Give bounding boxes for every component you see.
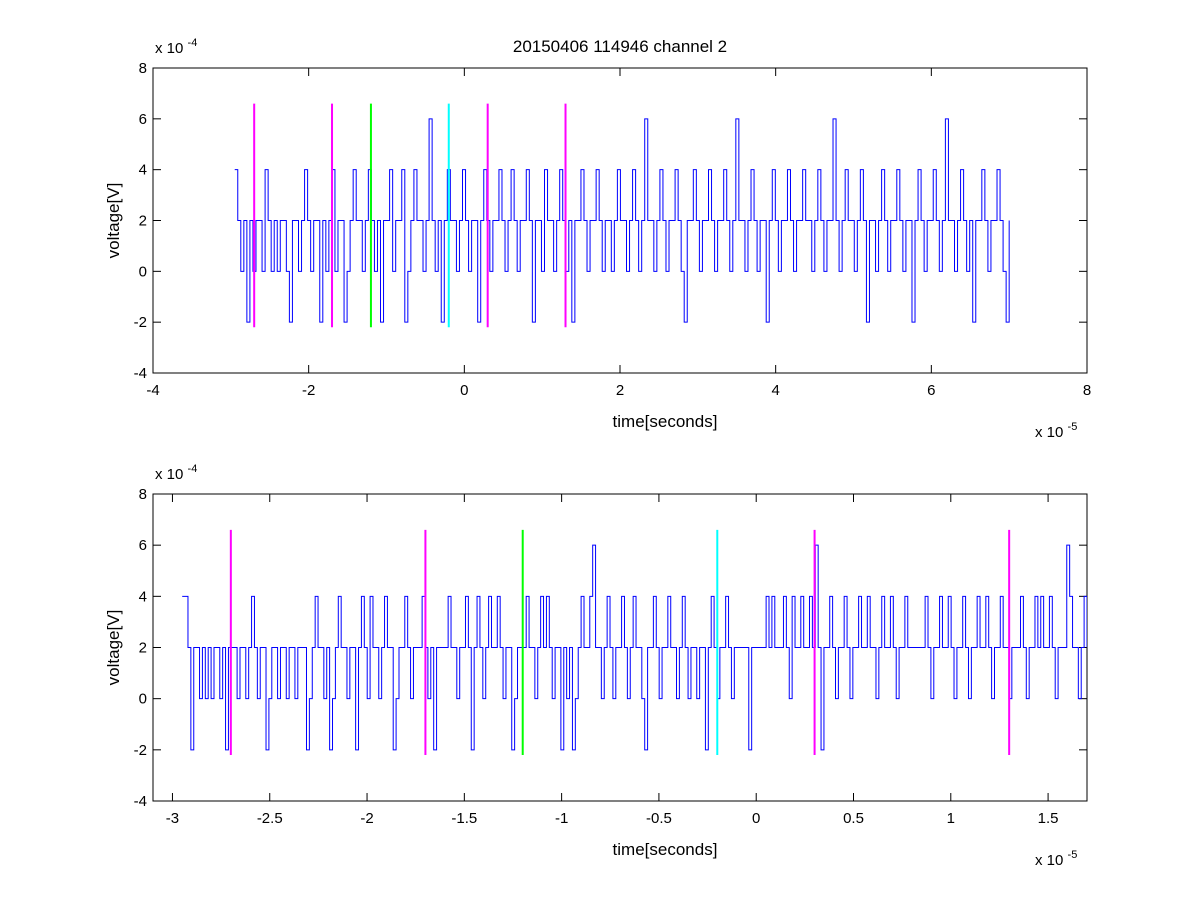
y-exponent-power: -4 [188, 37, 198, 49]
y-tick-label: -4 [134, 365, 147, 382]
y-axis-label: voltage[V] [104, 183, 123, 259]
y-tick-label: 4 [139, 162, 147, 179]
y-exponent-label: x 10 -4 [155, 463, 197, 483]
x-tick-label: 6 [927, 382, 935, 399]
y-exponent-power: -4 [188, 463, 198, 475]
y-tick-label: 4 [139, 588, 147, 605]
x-axis-label: time[seconds] [613, 840, 718, 859]
y-axis-label: voltage[V] [104, 610, 123, 686]
y-tick-label: -2 [134, 314, 147, 331]
y-tick-label: 6 [139, 537, 147, 554]
y-tick-label: 8 [139, 60, 147, 77]
x-tick-label: 1 [947, 810, 955, 827]
signal-trace [234, 118, 1010, 323]
y-tick-label: 0 [139, 691, 147, 708]
x-tick-label: -2 [360, 810, 373, 827]
x-tick-label: 4 [771, 382, 779, 399]
x-tick-label: 1.5 [1038, 810, 1059, 827]
bottom-plot: -3 -2.5 -2 -1.5 -1 -0.5 0 0.5 1 1.5 -4 -2 0 2 4 6 8 time[… [104, 463, 1088, 869]
x-tick-label: -1.5 [451, 810, 477, 827]
signal-trace [182, 544, 1087, 751]
y-tick-label: 8 [139, 486, 147, 503]
x-exponent-label: x 10 -5 [1035, 849, 1077, 869]
x-tick-label: -2.5 [257, 810, 283, 827]
top-plot: -4 -2 0 2 4 6 8 -4 -2 0 2 4 6 8 time[seconds] voltage[V… [104, 37, 1091, 441]
x-tick-label: -3 [166, 810, 179, 827]
x-tick-label: 0 [752, 810, 760, 827]
x-tick-label: -4 [146, 382, 159, 399]
y-tick-label: 0 [139, 263, 147, 280]
x-exponent-label: x 10 -5 [1035, 421, 1077, 441]
x-exponent-power: -5 [1068, 849, 1078, 861]
x-tick-label: -1 [555, 810, 568, 827]
x-tick-label: -0.5 [646, 810, 672, 827]
y-tick-label: 2 [139, 213, 147, 230]
x-tick-label: 8 [1083, 382, 1091, 399]
figure-title: 20150406 114946 channel 2 [513, 37, 727, 56]
x-tick-label: -2 [302, 382, 315, 399]
x-axis-label: time[seconds] [613, 412, 718, 431]
x-tick-label: 2 [616, 382, 624, 399]
y-tick-label: 2 [139, 640, 147, 657]
y-exponent-label: x 10 -4 [155, 37, 197, 57]
y-tick-label: -2 [134, 742, 147, 759]
y-tick-label: 6 [139, 111, 147, 128]
x-tick-label: 0 [460, 382, 468, 399]
x-tick-label: 0.5 [843, 810, 864, 827]
x-exponent-power: -5 [1068, 421, 1078, 433]
y-tick-label: -4 [134, 793, 147, 810]
